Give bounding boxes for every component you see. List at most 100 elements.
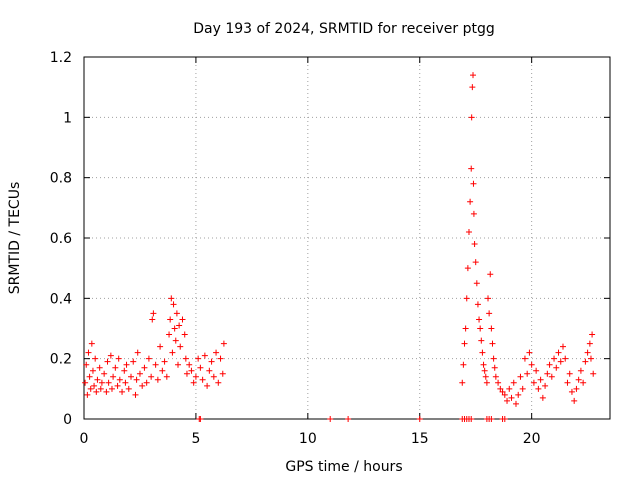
data-point (93, 388, 100, 395)
x-tick-label: 10 (299, 431, 317, 447)
data-point (134, 349, 141, 356)
data-point (459, 379, 466, 386)
x-axis-tick-labels: 0 5 10 15 20 (80, 431, 541, 447)
data-point (586, 340, 593, 347)
grid (84, 57, 610, 419)
data-point (468, 114, 475, 121)
data-point (132, 391, 139, 398)
data-point (197, 364, 204, 371)
data-point (501, 416, 508, 422)
data-point (206, 367, 213, 374)
data-point (345, 416, 352, 422)
y-tick-label: 0.8 (50, 171, 72, 187)
y-tick-label: 0.6 (50, 231, 72, 247)
data-point (130, 358, 137, 365)
data-point (91, 382, 98, 389)
data-point (478, 337, 485, 344)
data-point (548, 373, 555, 380)
data-point (166, 331, 173, 338)
data-point (472, 259, 479, 266)
data-point (139, 382, 146, 389)
data-point (471, 241, 478, 248)
data-point (464, 265, 471, 272)
data-point (508, 394, 515, 401)
data-point (197, 416, 204, 422)
data-point (482, 373, 489, 380)
data-point (535, 385, 542, 392)
data-point (186, 361, 193, 368)
data-point (84, 391, 91, 398)
data-point (524, 370, 531, 377)
data-point (167, 316, 174, 323)
data-point (512, 400, 519, 407)
y-tick-label: 1.2 (50, 50, 72, 66)
data-point (504, 397, 511, 404)
data-point (133, 376, 140, 383)
data-point (103, 388, 110, 395)
data-point (566, 370, 573, 377)
data-point (105, 379, 112, 386)
data-point (208, 358, 215, 365)
data-point (150, 310, 157, 317)
data-point (476, 316, 483, 323)
data-point (169, 349, 176, 356)
data-point (175, 361, 182, 368)
data-point (488, 416, 495, 422)
data-point (575, 376, 582, 383)
data-point (86, 373, 93, 380)
data-point (470, 210, 477, 217)
data-point (128, 373, 135, 380)
data-point (176, 322, 183, 329)
data-point (107, 352, 114, 359)
data-point (116, 376, 123, 383)
y-tick-label: 1 (63, 110, 72, 126)
data-point (121, 367, 128, 374)
data-point (515, 391, 522, 398)
y-tick-label: 0.4 (50, 291, 72, 307)
data-point (557, 358, 564, 365)
x-axis-title: GPS time / hours (285, 459, 402, 475)
data-point (470, 180, 477, 187)
data-point (97, 385, 104, 392)
data-point (177, 343, 184, 350)
data-point (488, 325, 495, 332)
data-point (88, 340, 95, 347)
data-point (461, 340, 468, 347)
data-point (173, 310, 180, 317)
data-point (152, 361, 159, 368)
data-point (506, 385, 513, 392)
data-point (470, 72, 477, 79)
data-point (188, 367, 195, 374)
data-point (462, 325, 469, 332)
data-point (145, 355, 152, 362)
data-point (584, 349, 591, 356)
data-point (179, 316, 186, 323)
data-point (460, 361, 467, 368)
data-point (190, 379, 197, 386)
data-point (83, 361, 90, 368)
data-point (201, 352, 208, 359)
data-point (136, 370, 143, 377)
y-tick-label: 0.2 (50, 352, 72, 368)
data-point (101, 370, 108, 377)
axis-ticks (83, 56, 610, 420)
data-point (467, 198, 474, 205)
data-point (473, 280, 480, 287)
data-point (112, 364, 119, 371)
data-point (492, 373, 499, 380)
data-point (195, 355, 202, 362)
data-point (480, 361, 487, 368)
data-point (589, 331, 596, 338)
data-point (546, 361, 553, 368)
data-point (551, 355, 558, 362)
data-point (98, 379, 105, 386)
data-point (485, 295, 492, 302)
data-point (159, 367, 166, 374)
data-point (479, 349, 486, 356)
data-point (172, 337, 179, 344)
x-tick-label: 5 (191, 431, 200, 447)
data-point (170, 301, 177, 308)
data-point (468, 165, 475, 172)
data-point (82, 379, 89, 386)
data-point (468, 416, 475, 422)
